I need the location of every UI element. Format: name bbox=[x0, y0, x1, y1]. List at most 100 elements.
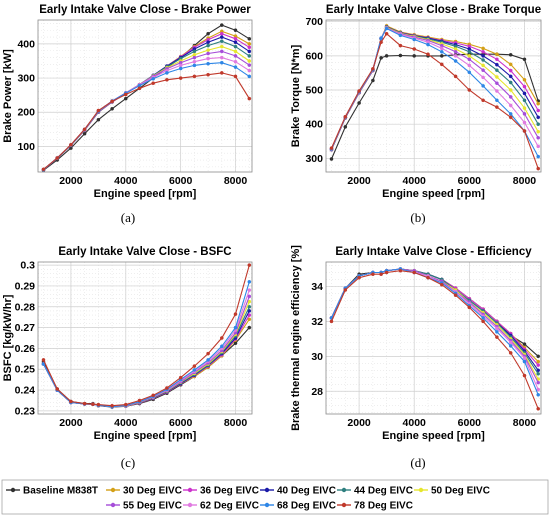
data-point bbox=[329, 157, 334, 161]
data-point bbox=[247, 288, 252, 292]
data-point bbox=[439, 54, 444, 58]
plot-area bbox=[38, 262, 252, 414]
data-point bbox=[165, 78, 169, 82]
data-point bbox=[481, 50, 485, 54]
data-point bbox=[247, 74, 252, 79]
data-point bbox=[536, 380, 541, 385]
chart-panel-0: 2000 4000 6000 8000 100 200 300 400 Early Intake… bbox=[2, 4, 253, 225]
data-point bbox=[481, 58, 485, 62]
y-tick-label: 100 bbox=[17, 141, 35, 153]
data-point bbox=[69, 399, 73, 404]
data-point bbox=[426, 42, 430, 47]
y-axis-label: Brake Power [kW] bbox=[2, 49, 14, 143]
data-point bbox=[110, 99, 114, 104]
x-tick-label: 6000 bbox=[169, 417, 193, 429]
data-point bbox=[247, 63, 252, 67]
data-point bbox=[522, 84, 527, 89]
data-point bbox=[96, 117, 101, 122]
legend-item: 55 Deg EIVC bbox=[106, 501, 182, 512]
data-point bbox=[495, 330, 499, 334]
data-point bbox=[219, 23, 224, 27]
plot-frame bbox=[325, 261, 542, 415]
data-point bbox=[536, 363, 541, 367]
data-point bbox=[233, 40, 238, 45]
data-point bbox=[412, 47, 417, 51]
data-point bbox=[192, 55, 197, 60]
data-point bbox=[495, 335, 499, 339]
data-point bbox=[508, 68, 513, 73]
x-axis-label: Engine speed [rpm] bbox=[94, 430, 197, 442]
data-point bbox=[219, 55, 224, 60]
y-tick-label: 0.29 bbox=[15, 280, 36, 292]
y-tick-label: 34 bbox=[311, 281, 323, 293]
legend-swatch-marker bbox=[418, 487, 424, 493]
data-point bbox=[384, 270, 389, 275]
data-point bbox=[247, 54, 252, 58]
data-point bbox=[247, 317, 252, 322]
data-point bbox=[247, 263, 252, 267]
plot-frame bbox=[37, 261, 253, 415]
data-point bbox=[233, 312, 238, 316]
x-tick-label: 2000 bbox=[59, 175, 83, 187]
panel-label: (a) bbox=[121, 210, 135, 225]
data-point bbox=[247, 68, 252, 73]
data-point bbox=[247, 59, 252, 63]
data-point bbox=[536, 101, 541, 106]
data-point bbox=[206, 61, 210, 66]
y-tick-label: 0.23 bbox=[15, 405, 36, 417]
legend-label: 44 Deg EIVC bbox=[354, 486, 413, 497]
x-tick-label: 6000 bbox=[169, 175, 193, 187]
x-tick-label: 2000 bbox=[59, 417, 83, 429]
y-tick-label: 0.3 bbox=[20, 260, 35, 272]
data-point bbox=[481, 316, 485, 320]
data-point bbox=[508, 112, 513, 116]
data-point bbox=[453, 54, 458, 58]
data-point bbox=[55, 387, 60, 391]
data-point bbox=[110, 403, 114, 408]
data-point bbox=[495, 75, 499, 79]
data-point bbox=[426, 275, 430, 280]
data-point bbox=[247, 49, 252, 54]
data-point bbox=[357, 89, 361, 93]
data-point bbox=[41, 167, 46, 172]
legend-label: 50 Deg EIVC bbox=[431, 486, 490, 497]
data-point bbox=[398, 53, 403, 58]
y-tick-label: 400 bbox=[17, 38, 35, 50]
x-tick-label: 2000 bbox=[347, 175, 371, 187]
data-point bbox=[536, 144, 541, 149]
data-point bbox=[124, 96, 128, 101]
data-point bbox=[343, 114, 348, 119]
data-point bbox=[495, 68, 499, 72]
legend-swatch-marker bbox=[264, 487, 270, 493]
legend-label: 68 Deg EIVC bbox=[277, 501, 336, 512]
data-point bbox=[536, 406, 541, 411]
plot-area bbox=[326, 262, 541, 414]
x-axis-label: Engine speed [rpm] bbox=[94, 188, 197, 200]
data-point bbox=[357, 101, 361, 105]
data-point bbox=[219, 71, 224, 75]
chart-title: Early Intake Valve Close - Brake Power bbox=[39, 4, 251, 16]
x-tick-label: 6000 bbox=[458, 175, 482, 187]
chart-panel-3: 2000 4000 6000 8000 28 30 32 34 Early Intake Val… bbox=[290, 245, 542, 470]
data-point bbox=[69, 142, 73, 147]
data-point bbox=[536, 371, 541, 376]
data-point bbox=[495, 326, 499, 331]
legend-swatch-marker bbox=[264, 502, 270, 508]
data-point bbox=[426, 52, 430, 57]
data-point bbox=[522, 342, 527, 346]
legend-item: 30 Deg EIVC bbox=[106, 486, 182, 497]
data-point bbox=[467, 63, 472, 68]
x-tick-label: 8000 bbox=[513, 175, 537, 187]
y-tick-label: 700 bbox=[305, 16, 323, 28]
data-point bbox=[206, 51, 210, 56]
data-point bbox=[522, 106, 527, 110]
data-point bbox=[439, 46, 444, 51]
legend-label: 30 Deg EIVC bbox=[123, 486, 182, 497]
legend-swatch-marker bbox=[341, 502, 347, 508]
data-point bbox=[247, 42, 252, 46]
data-point bbox=[233, 74, 238, 79]
data-point bbox=[481, 75, 485, 80]
data-point bbox=[481, 54, 485, 58]
data-point bbox=[192, 368, 197, 372]
